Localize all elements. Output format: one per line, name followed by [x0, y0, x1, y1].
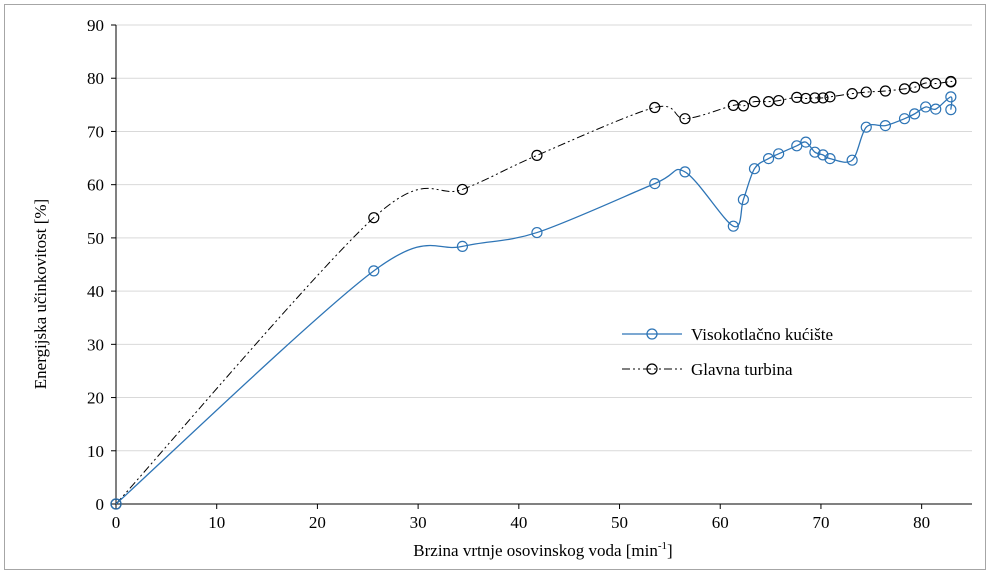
x-axis-title-superscript: -1: [658, 540, 667, 552]
data-point-visokotlacno: [649, 178, 661, 190]
x-tick-label: 60: [712, 513, 729, 532]
data-point-visokotlacno: [748, 163, 761, 175]
data-point-visokotlacno: [762, 152, 775, 165]
legend-label-visokotlacno: Visokotlačno kućište: [691, 325, 833, 344]
axes: 0 10 20 30 40 50 60 70 80 90 0 10 20 30 40 50 60 70 80: [87, 16, 972, 532]
data-point-glavna-turbina: [748, 96, 761, 108]
y-tick-label: 80: [87, 69, 104, 88]
x-tick-label: 10: [208, 513, 225, 532]
data-point-glavna-turbina: [531, 149, 543, 161]
data-point-visokotlacno: [368, 265, 380, 277]
legend-item-glavna-turbina: Glavna turbina: [622, 360, 793, 379]
data-point-visokotlacno: [809, 146, 821, 158]
data-point-glavna-turbina: [817, 92, 829, 104]
data-point-visokotlacno: [679, 166, 691, 178]
legend-label-glavna-turbina: Glavna turbina: [691, 360, 793, 379]
gridlines: [116, 24, 972, 452]
x-tick-label: 0: [112, 513, 121, 532]
y-axis-title: Energijska učinkovitost [%]: [31, 199, 50, 389]
data-point-visokotlacno: [727, 220, 739, 232]
data-point-glavna-turbina: [824, 91, 836, 103]
x-axis-title-main: Brzina vrtnje osovinskog voda [min: [413, 541, 658, 560]
y-tick-label: 40: [87, 282, 104, 301]
data-point-glavna-turbina: [879, 85, 891, 97]
data-point-glavna-turbina: [945, 76, 957, 88]
data-point-visokotlacno: [824, 152, 836, 165]
series: [110, 75, 957, 510]
data-point-visokotlacno: [860, 121, 872, 133]
y-tick-label: 0: [96, 495, 105, 514]
data-point-visokotlacno: [817, 149, 829, 161]
data-point-glavna-turbina: [649, 101, 661, 114]
y-tick-label: 20: [87, 389, 104, 408]
y-tick-label: 10: [87, 442, 104, 461]
data-point-visokotlacno: [737, 193, 749, 206]
data-point-visokotlacno: [945, 104, 957, 116]
legend: Visokotlačno kućište Glavna turbina: [622, 325, 833, 379]
data-point-visokotlacno: [945, 91, 957, 103]
data-point-glavna-turbina: [860, 86, 872, 98]
data-point-glavna-turbina: [791, 91, 803, 103]
data-point-visokotlacno: [456, 240, 469, 253]
data-point-visokotlacno: [110, 498, 122, 510]
data-point-visokotlacno: [908, 108, 921, 120]
x-axis-title: Brzina vrtnje osovinskog voda [min-1]: [413, 540, 672, 560]
y-tick-label: 90: [87, 16, 104, 35]
x-axis-title-tail: ]: [667, 541, 673, 560]
series-line-visokotlacno: [115, 96, 953, 505]
x-tick-label: 70: [812, 513, 829, 532]
data-point-glavna-turbina: [679, 113, 691, 125]
x-tick-label: 20: [309, 513, 326, 532]
y-tick-label: 70: [87, 122, 104, 141]
x-tick-label: 80: [913, 513, 930, 532]
legend-marker-glavna-turbina: [646, 363, 658, 375]
data-point-glavna-turbina: [809, 92, 821, 104]
legend-item-visokotlacno: Visokotlačno kućište: [622, 325, 833, 344]
data-point-visokotlacno: [930, 103, 942, 115]
y-tick-label: 30: [87, 335, 104, 354]
data-point-glavna-turbina: [368, 212, 380, 224]
data-point-glavna-turbina: [737, 100, 749, 112]
x-tick-label: 30: [410, 513, 427, 532]
data-point-visokotlacno: [800, 136, 812, 148]
data-point-visokotlacno: [846, 154, 858, 166]
data-point-visokotlacno: [773, 148, 785, 160]
data-point-glavna-turbina: [773, 94, 785, 107]
data-point-glavna-turbina: [846, 88, 858, 100]
data-point-visokotlacno: [531, 226, 543, 239]
legend-marker-visokotlacno: [646, 328, 658, 340]
x-tick-label: 50: [611, 513, 628, 532]
data-point-glavna-turbina: [908, 81, 921, 93]
y-tick-label: 50: [87, 229, 104, 248]
data-point-glavna-turbina: [930, 77, 942, 90]
data-point-visokotlacno: [879, 119, 891, 132]
data-point-glavna-turbina: [800, 92, 812, 105]
series-line-glavna-turbina: [115, 80, 953, 505]
y-tick-label: 60: [87, 176, 104, 195]
data-point-visokotlacno: [898, 113, 911, 125]
x-tick-label: 40: [510, 513, 527, 532]
data-point-glavna-turbina: [456, 183, 469, 196]
